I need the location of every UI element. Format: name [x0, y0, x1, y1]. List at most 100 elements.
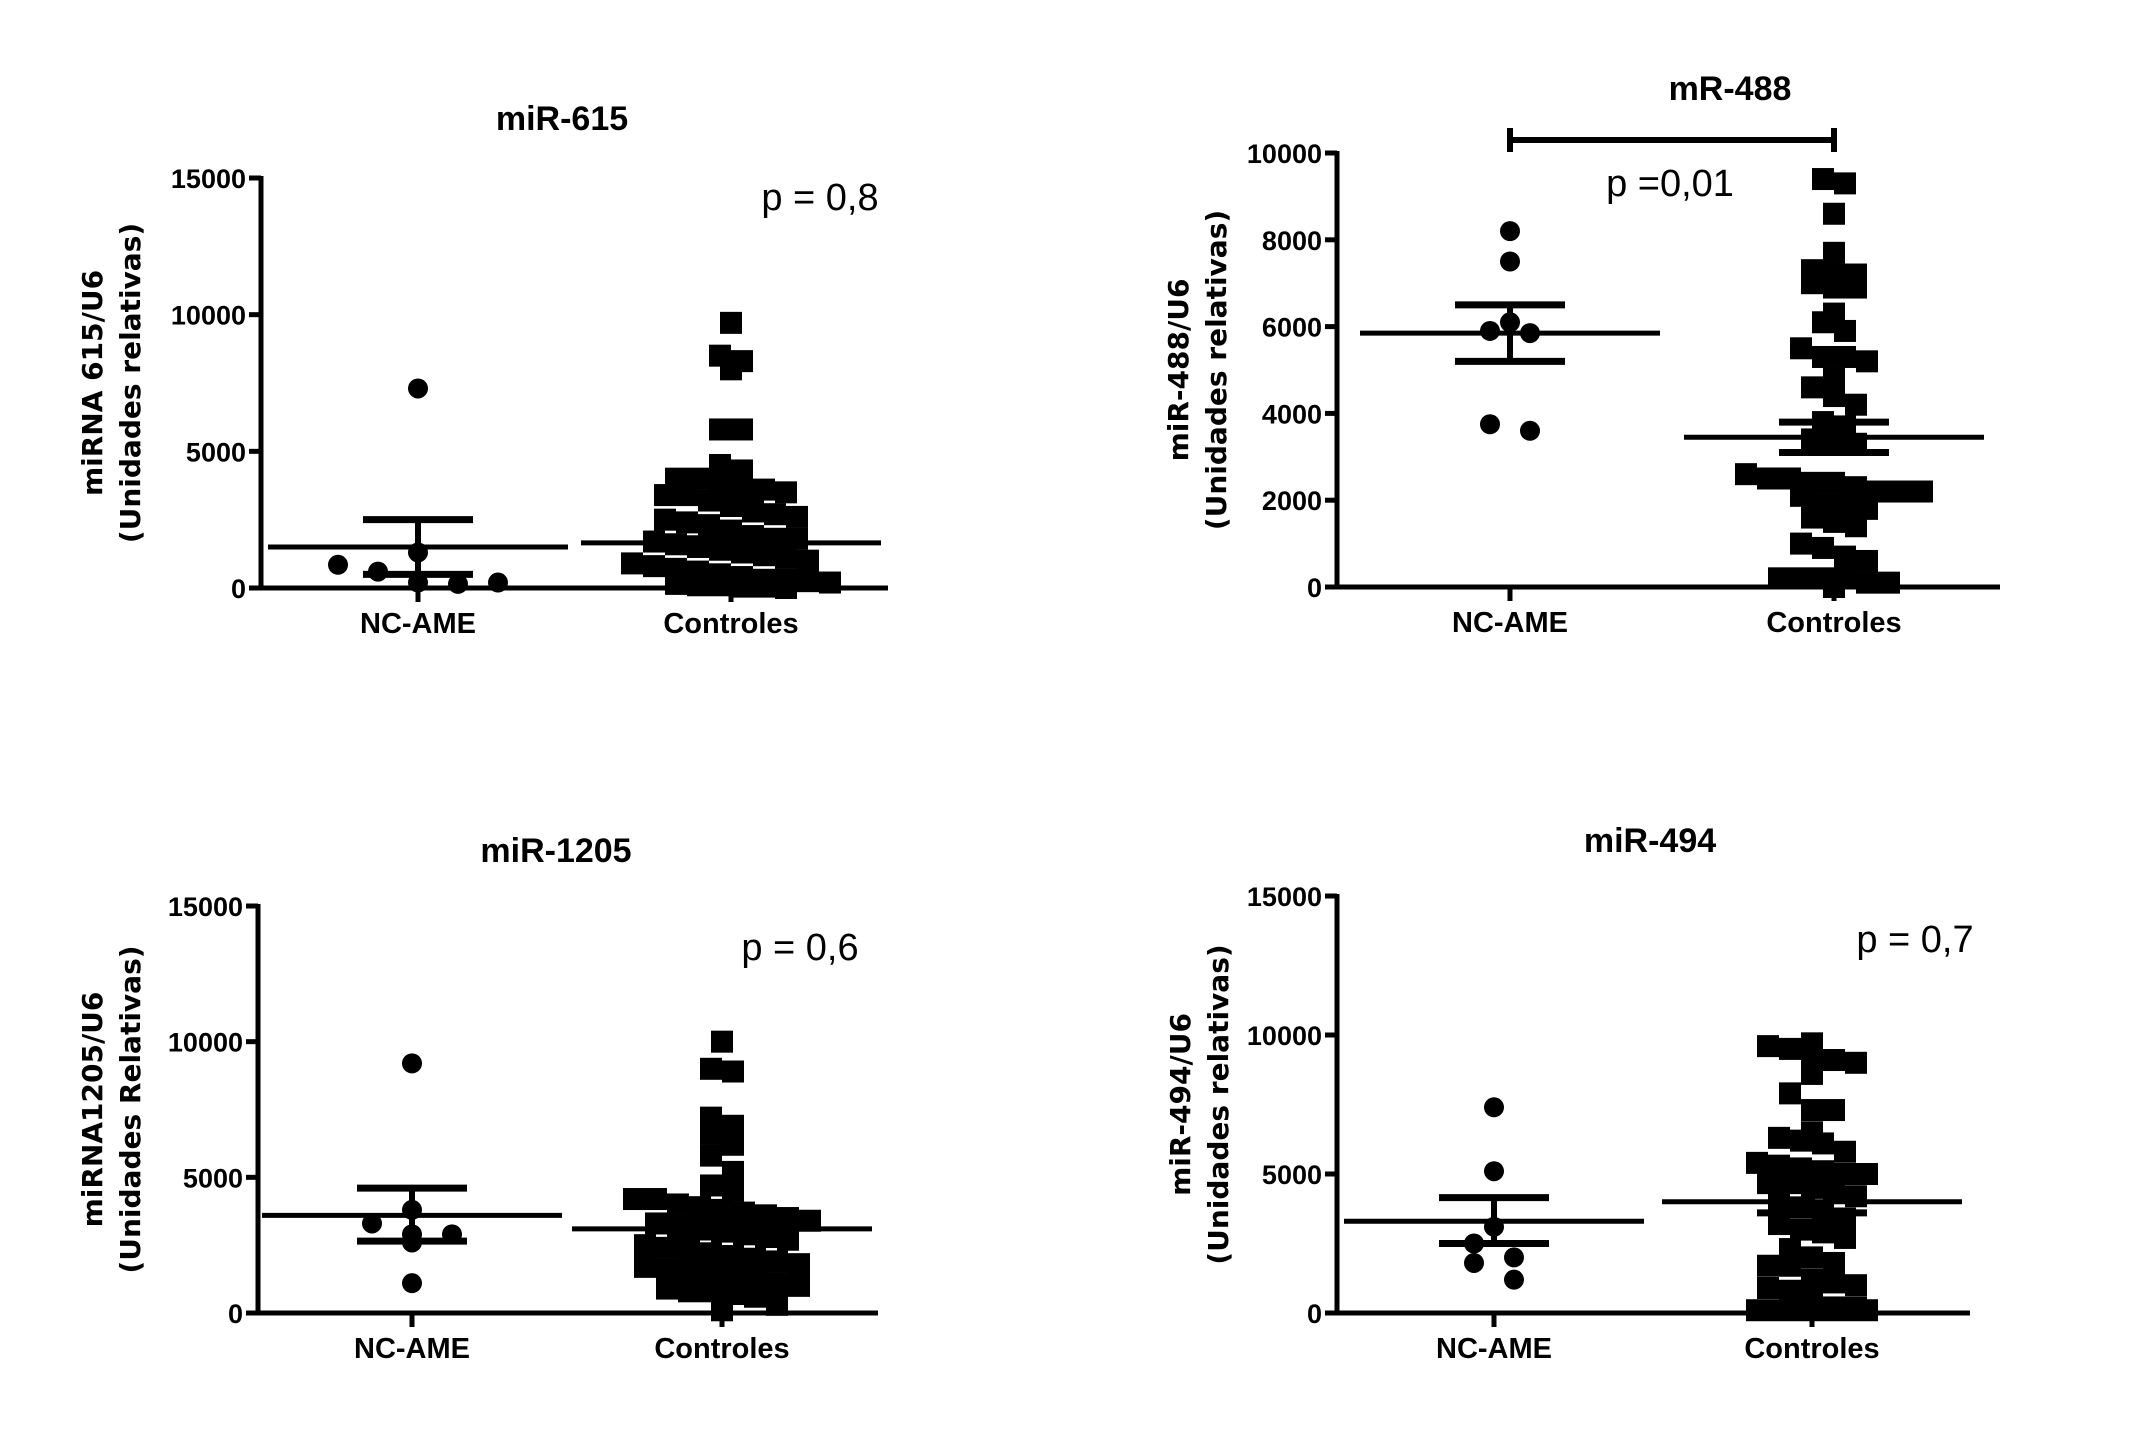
y-axis-label-line2: (Unidades relativas) — [1200, 210, 1233, 530]
data-point-square — [1823, 510, 1845, 533]
data-point-square — [1801, 1043, 1823, 1066]
data-point-square — [1768, 1299, 1790, 1322]
data-point-square — [634, 1255, 656, 1278]
data-point-square — [775, 546, 797, 569]
data-point-square — [623, 1188, 645, 1211]
data-point-square — [1812, 1132, 1834, 1155]
data-point-square — [689, 1196, 711, 1219]
data-point-square — [1746, 1151, 1768, 1174]
data-point-square — [1845, 515, 1867, 538]
x-category-label: NC-AME — [360, 608, 476, 640]
data-point-square — [722, 1133, 744, 1156]
data-point-square — [621, 552, 643, 575]
data-point-square — [1779, 467, 1801, 490]
data-point-square — [700, 1242, 722, 1265]
data-point-square — [711, 1198, 733, 1221]
data-point-square — [1746, 1299, 1768, 1322]
data-point-square — [1812, 1221, 1834, 1244]
data-point-square — [1779, 1037, 1801, 1060]
data-point-square — [722, 1160, 744, 1183]
data-point-square — [731, 575, 753, 598]
data-point-square — [1790, 484, 1812, 507]
data-point-square — [1812, 345, 1834, 368]
data-point-square — [1790, 337, 1812, 360]
data-point-square — [1823, 367, 1845, 390]
y-tick-label: 8000 — [1262, 226, 1322, 256]
data-point-square — [1856, 571, 1878, 594]
data-point-circle — [1520, 420, 1540, 441]
data-point-square — [766, 1272, 788, 1295]
data-point-square — [1757, 1168, 1779, 1191]
y-tick-label: 4000 — [1262, 399, 1322, 429]
y-axis-label-line2: (Unidades relativas) — [114, 223, 147, 543]
data-point-square — [1801, 1282, 1823, 1305]
x-category-label: NC-AME — [354, 1333, 470, 1365]
data-point-square — [676, 511, 698, 534]
y-tick-label: 2000 — [1262, 486, 1322, 516]
panel-mr-488: mR-488 miR-488/U6 (Unidades relativas) p… — [1162, 70, 2000, 639]
data-point-square — [1856, 1299, 1878, 1322]
data-point-square — [1790, 1299, 1812, 1322]
data-point-square — [698, 489, 720, 512]
data-point-square — [1845, 393, 1867, 416]
data-point-square — [775, 577, 797, 599]
x-category-label: Controles — [654, 1333, 789, 1365]
data-point-square — [1834, 172, 1856, 195]
data-point-square — [700, 1122, 722, 1145]
data-point-square — [1801, 376, 1823, 399]
y-axis-label-line1: miR-488/U6 — [1162, 279, 1195, 462]
data-point-square — [1801, 1246, 1823, 1269]
data-point-square — [1823, 471, 1845, 494]
data-point-circle — [402, 1273, 422, 1294]
data-point-square — [1812, 536, 1834, 559]
data-point-square — [720, 495, 742, 517]
data-point-circle — [328, 554, 348, 575]
data-point-circle — [362, 1213, 382, 1234]
data-point-square — [678, 1239, 700, 1262]
data-point-square — [744, 1285, 766, 1308]
data-point-square — [1790, 1218, 1812, 1241]
y-axis-label-line2: (Unidades relativas) — [1202, 944, 1235, 1264]
data-point-square — [698, 514, 720, 537]
y-tick-label: 10000 — [168, 1028, 243, 1058]
chart-title: mR-488 — [1669, 70, 1792, 108]
data-point-square — [1812, 1299, 1834, 1322]
x-category-label: Controles — [663, 608, 798, 640]
data-point-square — [1823, 385, 1845, 408]
data-point-square — [731, 459, 753, 482]
data-point-square — [764, 503, 786, 526]
data-point-circle — [408, 378, 428, 399]
data-point-circle — [1480, 414, 1500, 435]
data-point-square — [1812, 168, 1834, 191]
y-axis-label-line1: miRNA 615/U6 — [76, 270, 109, 496]
data-point-square — [1856, 497, 1878, 520]
data-point-square — [634, 1234, 656, 1257]
data-point-square — [700, 1057, 722, 1080]
panel-mir-494: miR-494 miR-494/U6 (Unidades relativas) … — [1164, 822, 1974, 1365]
panel-mir-615: miR-615 miRNA 615/U6 (Unidades relativas… — [76, 100, 888, 640]
data-point-square — [1812, 1160, 1834, 1183]
y-tick-label: 10000 — [171, 301, 246, 331]
data-point-square — [1823, 576, 1845, 598]
data-point-square — [1834, 319, 1856, 342]
y-tick-label: 5000 — [186, 437, 246, 467]
data-point-square — [731, 418, 753, 441]
data-point-square — [1911, 480, 1933, 503]
data-point-square — [720, 311, 742, 334]
y-tick-label: 0 — [231, 574, 246, 604]
data-point-square — [753, 478, 775, 501]
data-point-circle — [1500, 251, 1520, 272]
data-point-square — [1801, 1062, 1823, 1085]
data-point-square — [654, 508, 676, 531]
data-point-square — [1823, 276, 1845, 299]
data-point-square — [777, 1207, 799, 1230]
data-point-circle — [1484, 1097, 1504, 1118]
data-point-square — [1845, 276, 1867, 299]
data-point-square — [711, 1299, 733, 1322]
p-value-annotation: p = 0,6 — [741, 927, 858, 969]
data-point-square — [1757, 467, 1779, 490]
y-tick-label: 0 — [1307, 573, 1322, 603]
data-point-circle — [448, 573, 468, 594]
data-point-square — [667, 1193, 689, 1216]
